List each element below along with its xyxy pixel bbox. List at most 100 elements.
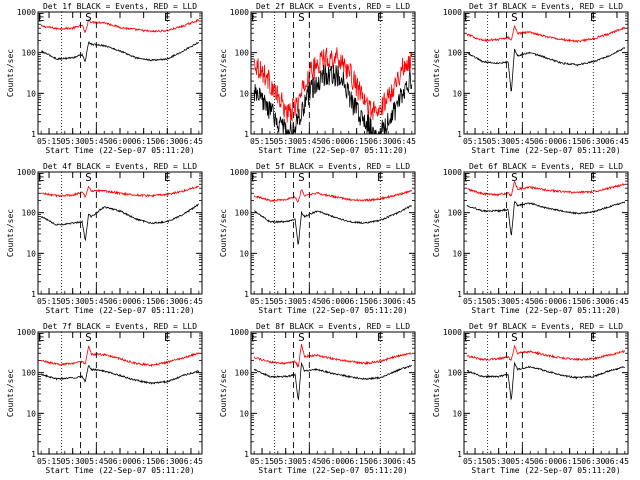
y-tick-label: 1000 [443, 168, 462, 177]
y-tick-label: 100 [22, 369, 37, 378]
panel-det-7: Det 7f BLACK = Events, RED = LLDESE11010… [6, 322, 203, 475]
x-tick-label: 06:30 [368, 137, 392, 146]
x-tick-label: 05:30 [487, 297, 511, 306]
plot-frame [37, 331, 203, 455]
x-tick-label: 05:15 [37, 457, 61, 466]
x-tick-label: 06:45 [605, 457, 629, 466]
x-tick-label: 05:45 [297, 457, 321, 466]
x-tick-label: 05:45 [84, 137, 108, 146]
plot-frame [463, 11, 629, 135]
y-tick-label: 10 [452, 249, 462, 258]
x-tick-label: 05:15 [37, 297, 61, 306]
series-events-line [41, 365, 200, 385]
x-tick-label: 05:45 [84, 297, 108, 306]
event-marker: E [464, 11, 471, 24]
y-tick-label: 1 [244, 130, 249, 139]
y-tick-label: 1 [31, 130, 36, 139]
y-tick-label: 100 [235, 209, 250, 218]
y-tick-label: 1000 [230, 8, 249, 17]
x-tick-label: 06:00 [534, 457, 558, 466]
x-tick-label: 05:30 [487, 137, 511, 146]
series-lld-line [253, 189, 412, 203]
x-tick-label: 06:15 [132, 137, 156, 146]
panel-det-9: Det 9f BLACK = Events, RED = LLDESE11010… [432, 322, 629, 475]
panel-title: Det 1f BLACK = Events, RED = LLD [43, 2, 197, 11]
y-tick-label: 10 [26, 249, 36, 258]
event-marker: S [85, 171, 92, 184]
x-tick-label: 06:45 [392, 137, 416, 146]
x-tick-label: 06:45 [605, 297, 629, 306]
y-tick-label: 100 [22, 209, 37, 218]
event-marker: E [464, 331, 471, 344]
x-tick-label: 06:30 [155, 297, 179, 306]
x-tick-label: 06:45 [179, 457, 203, 466]
series-events-line [253, 361, 412, 401]
y-axis-label: Counts/sec [219, 369, 228, 417]
x-tick-label: 06:00 [321, 137, 345, 146]
x-tick-label: 06:30 [155, 137, 179, 146]
panel-title: Det 7f BLACK = Events, RED = LLD [43, 322, 197, 331]
x-tick-label: 06:30 [581, 457, 605, 466]
x-tick-label: 06:30 [581, 137, 605, 146]
x-axis-label: Start Time (22-Sep-07 05:11:20) [45, 146, 194, 155]
x-axis-label: Start Time (22-Sep-07 05:11:20) [471, 306, 620, 315]
event-marker: E [38, 331, 45, 344]
series-events-line [41, 41, 199, 63]
y-tick-label: 1 [457, 130, 462, 139]
y-tick-label: 1000 [230, 328, 249, 337]
series-lld-line [466, 24, 626, 44]
x-axis-label: Start Time (22-Sep-07 05:11:20) [45, 306, 194, 315]
series-lld-line [466, 345, 626, 362]
event-marker: E [251, 11, 258, 24]
y-axis-label: Counts/sec [6, 369, 15, 417]
y-tick-label: 1 [31, 450, 36, 459]
x-tick-label: 06:45 [392, 457, 416, 466]
x-tick-label: 05:30 [274, 297, 298, 306]
panel-title: Det 3f BLACK = Events, RED = LLD [469, 2, 623, 11]
x-tick-label: 05:45 [510, 297, 534, 306]
x-tick-label: 06:15 [558, 137, 582, 146]
y-tick-label: 10 [239, 249, 249, 258]
panel-det-1: Det 1f BLACK = Events, RED = LLDESE11010… [6, 2, 203, 155]
series-events-line [466, 361, 626, 401]
x-axis-label: Start Time (22-Sep-07 05:11:20) [45, 466, 194, 475]
event-marker: E [251, 171, 258, 184]
plot-frame [250, 171, 416, 295]
x-tick-label: 06:45 [179, 137, 203, 146]
y-tick-label: 1000 [17, 328, 36, 337]
event-marker: S [511, 11, 518, 24]
series-events-line [254, 205, 413, 246]
x-axis-label: Start Time (22-Sep-07 05:11:20) [258, 306, 407, 315]
x-tick-label: 05:30 [487, 457, 511, 466]
event-marker: E [38, 171, 45, 184]
series-events-line [40, 203, 199, 242]
x-tick-label: 06:30 [368, 457, 392, 466]
x-tick-label: 06:00 [534, 137, 558, 146]
panel-det-5: Det 5f BLACK = Events, RED = LLDESE11010… [219, 162, 416, 315]
x-tick-label: 06:00 [321, 457, 345, 466]
y-tick-label: 10 [239, 89, 249, 98]
y-axis-label: Counts/sec [432, 209, 441, 257]
panel-title: Det 6f BLACK = Events, RED = LLD [469, 162, 623, 171]
series-lld-line [253, 47, 413, 123]
y-tick-label: 100 [235, 49, 250, 58]
x-tick-label: 06:15 [132, 297, 156, 306]
panel-title: Det 2f BLACK = Events, RED = LLD [256, 2, 410, 11]
y-tick-label: 1 [31, 290, 36, 299]
x-tick-label: 06:00 [321, 297, 345, 306]
x-tick-label: 06:45 [392, 297, 416, 306]
x-tick-label: 06:30 [155, 457, 179, 466]
x-axis-label: Start Time (22-Sep-07 05:11:20) [258, 466, 407, 475]
panel-det-2: Det 2f BLACK = Events, RED = LLDESE11010… [219, 2, 416, 155]
event-marker: S [298, 11, 305, 24]
x-tick-label: 05:45 [297, 297, 321, 306]
plot-frame [463, 331, 629, 455]
x-tick-label: 06:30 [368, 297, 392, 306]
y-tick-label: 1 [457, 450, 462, 459]
x-tick-label: 05:15 [250, 297, 274, 306]
series-events-line [253, 64, 413, 136]
y-tick-label: 10 [26, 89, 36, 98]
x-tick-label: 06:15 [132, 457, 156, 466]
y-tick-label: 1000 [443, 328, 462, 337]
